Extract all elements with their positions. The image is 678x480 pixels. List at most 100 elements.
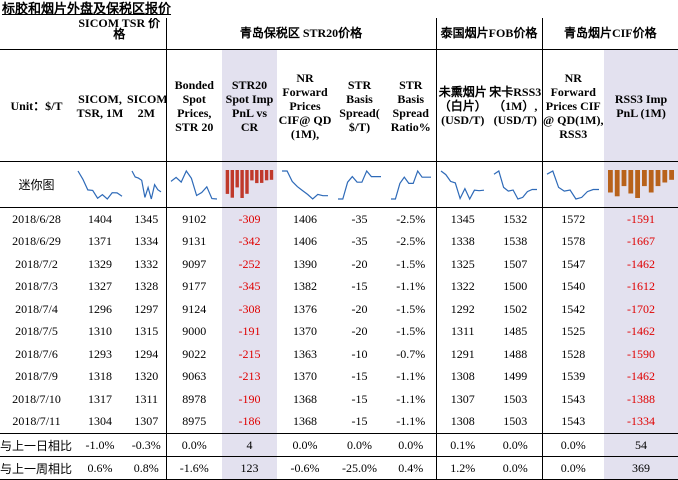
table-cell: 9124 [182,301,207,316]
col-header: 宋卡RSS3（1M）,(USD/T) [489,49,543,162]
row-date: 2018/7/5 [15,324,58,339]
sparkline-bar [269,169,274,180]
table-cell: 1404 [73,207,127,231]
table-cell: 0.0% [386,433,437,457]
table-cell: -1.1% [386,388,437,411]
table-cell: 0.1% [436,433,489,457]
table-cell: 1371 [88,234,112,249]
table-cell: -0.3% [127,433,167,457]
sparkline-bar [669,169,675,180]
sparkline-cell [73,161,127,208]
table-cell: 1311 [450,324,475,339]
table-cell: 1500 [489,275,543,298]
table-cell: 1322 [450,279,475,294]
table-cell: 8978 [182,391,207,406]
table-cell: 1334 [127,230,167,253]
sparkline-bar [230,169,234,198]
table-cell: 0.0% [333,433,386,457]
sparkline-line [338,169,381,200]
sparkline-row: 迷你图 [0,161,678,208]
page-title: 标胶和烟片外盘及保税区报价 [2,1,172,16]
table-cell: 9097 [182,256,207,271]
table-cell: -1702 [604,298,678,321]
table-cell: 1318 [88,369,112,384]
table-cell: -10 [351,346,368,361]
table-cell: -1590 [604,343,678,366]
table-cell: 1485 [489,320,543,343]
table-cell: 1532 [489,207,543,231]
sparkline-line [440,170,485,200]
sparkline-cell [489,161,543,208]
table-row: 2018/7/10 1317 1311 8978 -190 1368 -15 -1.1% 130… [0,388,678,411]
sparkline-line [170,169,218,200]
table-cell: 1540 [561,279,586,294]
table-cell: 1572 [542,207,605,231]
table-cell: 1382 [293,279,317,294]
table-cell: 1317 [88,391,112,406]
table-cell: -1462 [604,253,678,276]
table-cell: 1502 [489,298,543,321]
table-cell: 1368 [293,391,317,406]
table-cell: -25.0% [333,456,386,480]
table-cell: -1462 [604,365,678,388]
table-cell: -35 [351,234,368,249]
sparkline-bar [642,169,647,186]
table-cell: 0.0% [489,456,543,480]
col-header: STR20 Spot Imp PnL vs CR [222,49,277,162]
comparison-rows: 与上一日相比 -1.0% -0.3% 0.0% 4 0.0% 0.0% 0.0% 0.1% 0.0… [0,433,678,480]
sparkline [225,169,274,198]
table-cell: 8975 [182,414,207,429]
table-cell: 1363 [293,346,317,361]
table-cell: 0.0% [166,433,222,457]
sparkline-cell [386,161,437,208]
table-cell: 1315 [127,320,167,343]
table-cell: -1.5% [386,253,437,276]
table-cell: -1388 [604,388,678,411]
table-cell: 9022 [182,346,207,361]
table-cell: -0.7% [386,343,437,366]
group-header-row: SICOM TSR 价格 青岛保税区 STR20价格 泰国烟片FOB价格 青岛烟… [0,18,678,50]
table-cell: -1.6% [166,456,222,480]
table-cell: 1488 [489,343,543,366]
table-cell: -1591 [604,207,678,231]
table-cell: -1612 [604,275,678,298]
comparison-label: 与上一周相比 [0,456,73,480]
table-cell: 0.0% [542,433,605,457]
sparkline-line [131,170,162,199]
row-date: 2018/7/3 [15,279,58,294]
table-cell: 1328 [127,275,167,298]
group-bonded-str20: 青岛保税区 STR20价格 [166,18,437,50]
sparkline-label: 迷你图 [0,161,73,208]
table-cell: 1296 [88,301,112,316]
table-cell: -213 [222,365,277,388]
table-cell: -15 [351,391,368,406]
sparkline-cell [604,161,678,208]
table-cell: 1332 [127,253,167,276]
data-rows: 2018/6/28 1404 1345 9102 -309 1406 -35 -2.5% 134… [0,207,678,434]
sparkline-bar [608,169,613,192]
sparkline-bar [245,169,249,194]
unit-label: Unit：$/T [10,98,63,113]
sparkline-bar [662,169,668,182]
table-row: 2018/6/29 1371 1334 9131 -342 1406 -35 -2.5% 133… [0,230,678,253]
table-cell: -190 [222,388,277,411]
col-header: NR Forward Prices CIF @ QD(1M), RSS3 [543,70,604,141]
col-header: SICOM,TSR, 2M [127,49,167,162]
table-cell: -15 [351,414,368,429]
table-cell: 1304 [88,414,112,429]
table-cell: 1406 [277,207,333,231]
row-date: 2018/7/6 [15,346,58,361]
sparkline-bar [628,169,634,193]
table-cell: -1.5% [386,298,437,321]
sparkline-bar [264,169,269,180]
table-cell: 9102 [166,207,222,231]
row-date: 2018/7/9 [15,369,58,384]
table-cell: -1.5% [386,320,437,343]
column-header-row: Unit：$/T SICOM, TSR, 1M SICOM,TSR, 2M Bo… [0,49,678,162]
table-row: 2018/7/9 1318 1320 9063 -213 1370 -15 -1.1% 1308… [0,365,678,388]
table-cell: 1307 [450,391,475,406]
table-cell: -1462 [604,320,678,343]
sparkline-bar [260,169,264,183]
row-date: 2018/6/28 [0,207,73,231]
sparkline [282,169,328,200]
